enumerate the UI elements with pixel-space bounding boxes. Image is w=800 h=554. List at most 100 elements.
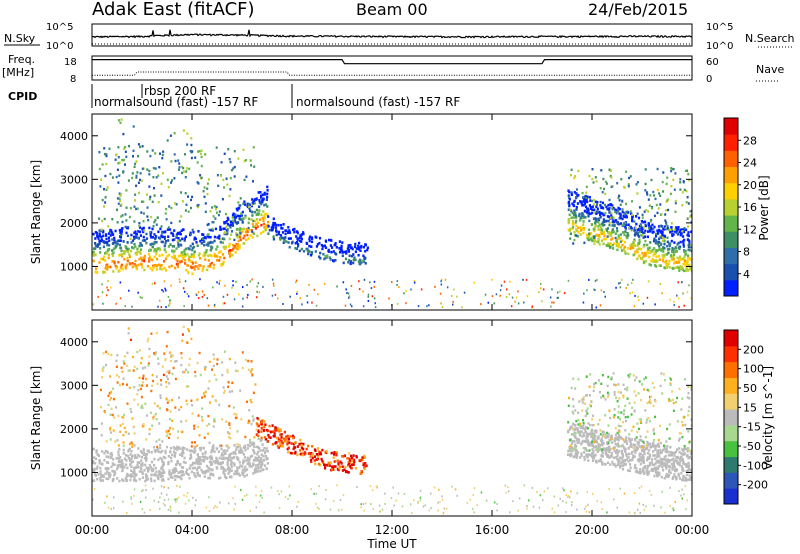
power-data-cell	[105, 252, 109, 255]
velocity-data-cell	[197, 414, 200, 417]
power-data-cell	[588, 278, 590, 281]
power-data-cell	[674, 202, 677, 205]
power-data-cell	[216, 174, 219, 177]
power-data-cell	[195, 294, 198, 297]
power-data-cell	[98, 261, 101, 264]
power-data-cell	[119, 194, 122, 197]
velocity-data-cell	[612, 372, 615, 375]
power-data-cell	[505, 296, 508, 298]
power-data-cell	[165, 289, 167, 292]
velocity-data-cell	[100, 473, 103, 476]
velocity-data-cell	[657, 438, 660, 442]
power-data-cell	[656, 167, 659, 171]
velocity-data-cell	[662, 462, 665, 465]
velocity-data-cell	[260, 427, 263, 430]
velocity-data-cell	[656, 453, 659, 456]
velocity-data-cell	[595, 429, 598, 433]
power-data-cell	[202, 265, 205, 268]
velocity-data-cell	[623, 448, 626, 452]
velocity-data-cell	[235, 446, 238, 449]
velocity-data-cell	[190, 456, 193, 459]
power-data-cell	[178, 166, 181, 169]
velocity-data-cell	[247, 368, 250, 371]
power-data-cell	[667, 208, 670, 212]
power-data-cell	[263, 226, 266, 229]
velocity-data-cell	[627, 452, 631, 456]
power-data-cell	[666, 236, 669, 239]
power-data-cell	[143, 268, 146, 272]
velocity-data-cell	[161, 440, 164, 443]
velocity-data-cell	[214, 460, 217, 463]
velocity-data-cell	[321, 459, 324, 463]
velocity-data-cell	[273, 435, 276, 438]
power-data-cell	[250, 229, 253, 232]
velocity-data-cell	[371, 489, 374, 492]
power-data-cell	[656, 211, 659, 215]
power-data-cell	[300, 237, 303, 241]
velocity-data-cell	[243, 495, 246, 498]
velocity-data-cell	[144, 463, 147, 467]
velocity-data-cell	[551, 507, 553, 510]
velocity-data-cell	[127, 327, 130, 330]
power-data-cell	[193, 250, 196, 254]
power-data-cell	[623, 233, 626, 237]
velocity-data-cell	[168, 432, 171, 436]
velocity-data-cell	[256, 452, 259, 456]
power-data-cell	[604, 192, 607, 196]
power-data-cell	[649, 230, 652, 233]
power-data-cell	[203, 293, 205, 296]
velocity-data-cell	[607, 424, 610, 427]
velocity-data-cell	[159, 496, 161, 499]
power-data-cell	[676, 227, 679, 231]
power-data-cell	[688, 242, 691, 246]
velocity-data-cell	[347, 464, 350, 467]
velocity-data-cell	[241, 450, 244, 453]
power-data-cell	[299, 297, 302, 300]
velocity-data-cell	[198, 460, 201, 463]
velocity-data-cell	[584, 440, 587, 443]
velocity-data-cell	[348, 457, 351, 460]
velocity-data-cell	[231, 456, 235, 460]
velocity-data-cell	[638, 445, 641, 448]
power-data-cell	[186, 292, 189, 295]
velocity-data-cell	[95, 449, 98, 452]
power-data-cell	[134, 162, 137, 166]
velocity-data-cell	[201, 396, 204, 399]
velocity-data-cell	[188, 357, 191, 361]
velocity-data-cell	[617, 405, 620, 408]
velocity-data-cell	[167, 429, 170, 433]
power-data-cell	[619, 246, 623, 249]
velocity-data-cell	[284, 438, 287, 442]
power-data-cell	[296, 292, 298, 295]
power-data-cell	[201, 295, 204, 298]
power-data-cell	[105, 154, 108, 158]
velocity-data-cell	[195, 460, 198, 464]
velocity-data-cell	[100, 462, 104, 466]
power-data-cell	[653, 252, 656, 255]
power-data-cell	[192, 255, 195, 259]
velocity-data-cell	[130, 457, 133, 461]
power-data-cell	[141, 266, 144, 269]
power-data-cell	[687, 234, 690, 237]
velocity-data-cell	[588, 394, 591, 397]
velocity-data-cell	[575, 449, 578, 452]
power-data-cell	[113, 236, 116, 240]
power-data-cell	[612, 206, 615, 210]
power-data-cell	[92, 303, 95, 306]
power-data-cell	[373, 280, 376, 283]
velocity-data-cell	[222, 449, 226, 453]
velocity-data-cell	[637, 441, 640, 445]
velocity-data-cell	[141, 455, 144, 459]
power-data-cell	[603, 187, 606, 191]
velocity-data-cell	[684, 423, 687, 427]
power-data-cell	[681, 204, 684, 207]
power-data-cell	[568, 218, 571, 221]
power-data-cell	[632, 243, 635, 247]
power-data-cell	[640, 234, 643, 237]
power-data-cell	[137, 291, 139, 294]
velocity-data-cell	[603, 448, 606, 451]
power-data-cell	[133, 205, 136, 208]
velocity-data-cell	[257, 434, 260, 438]
power-data-cell	[146, 206, 149, 209]
power-data-cell	[367, 299, 370, 302]
